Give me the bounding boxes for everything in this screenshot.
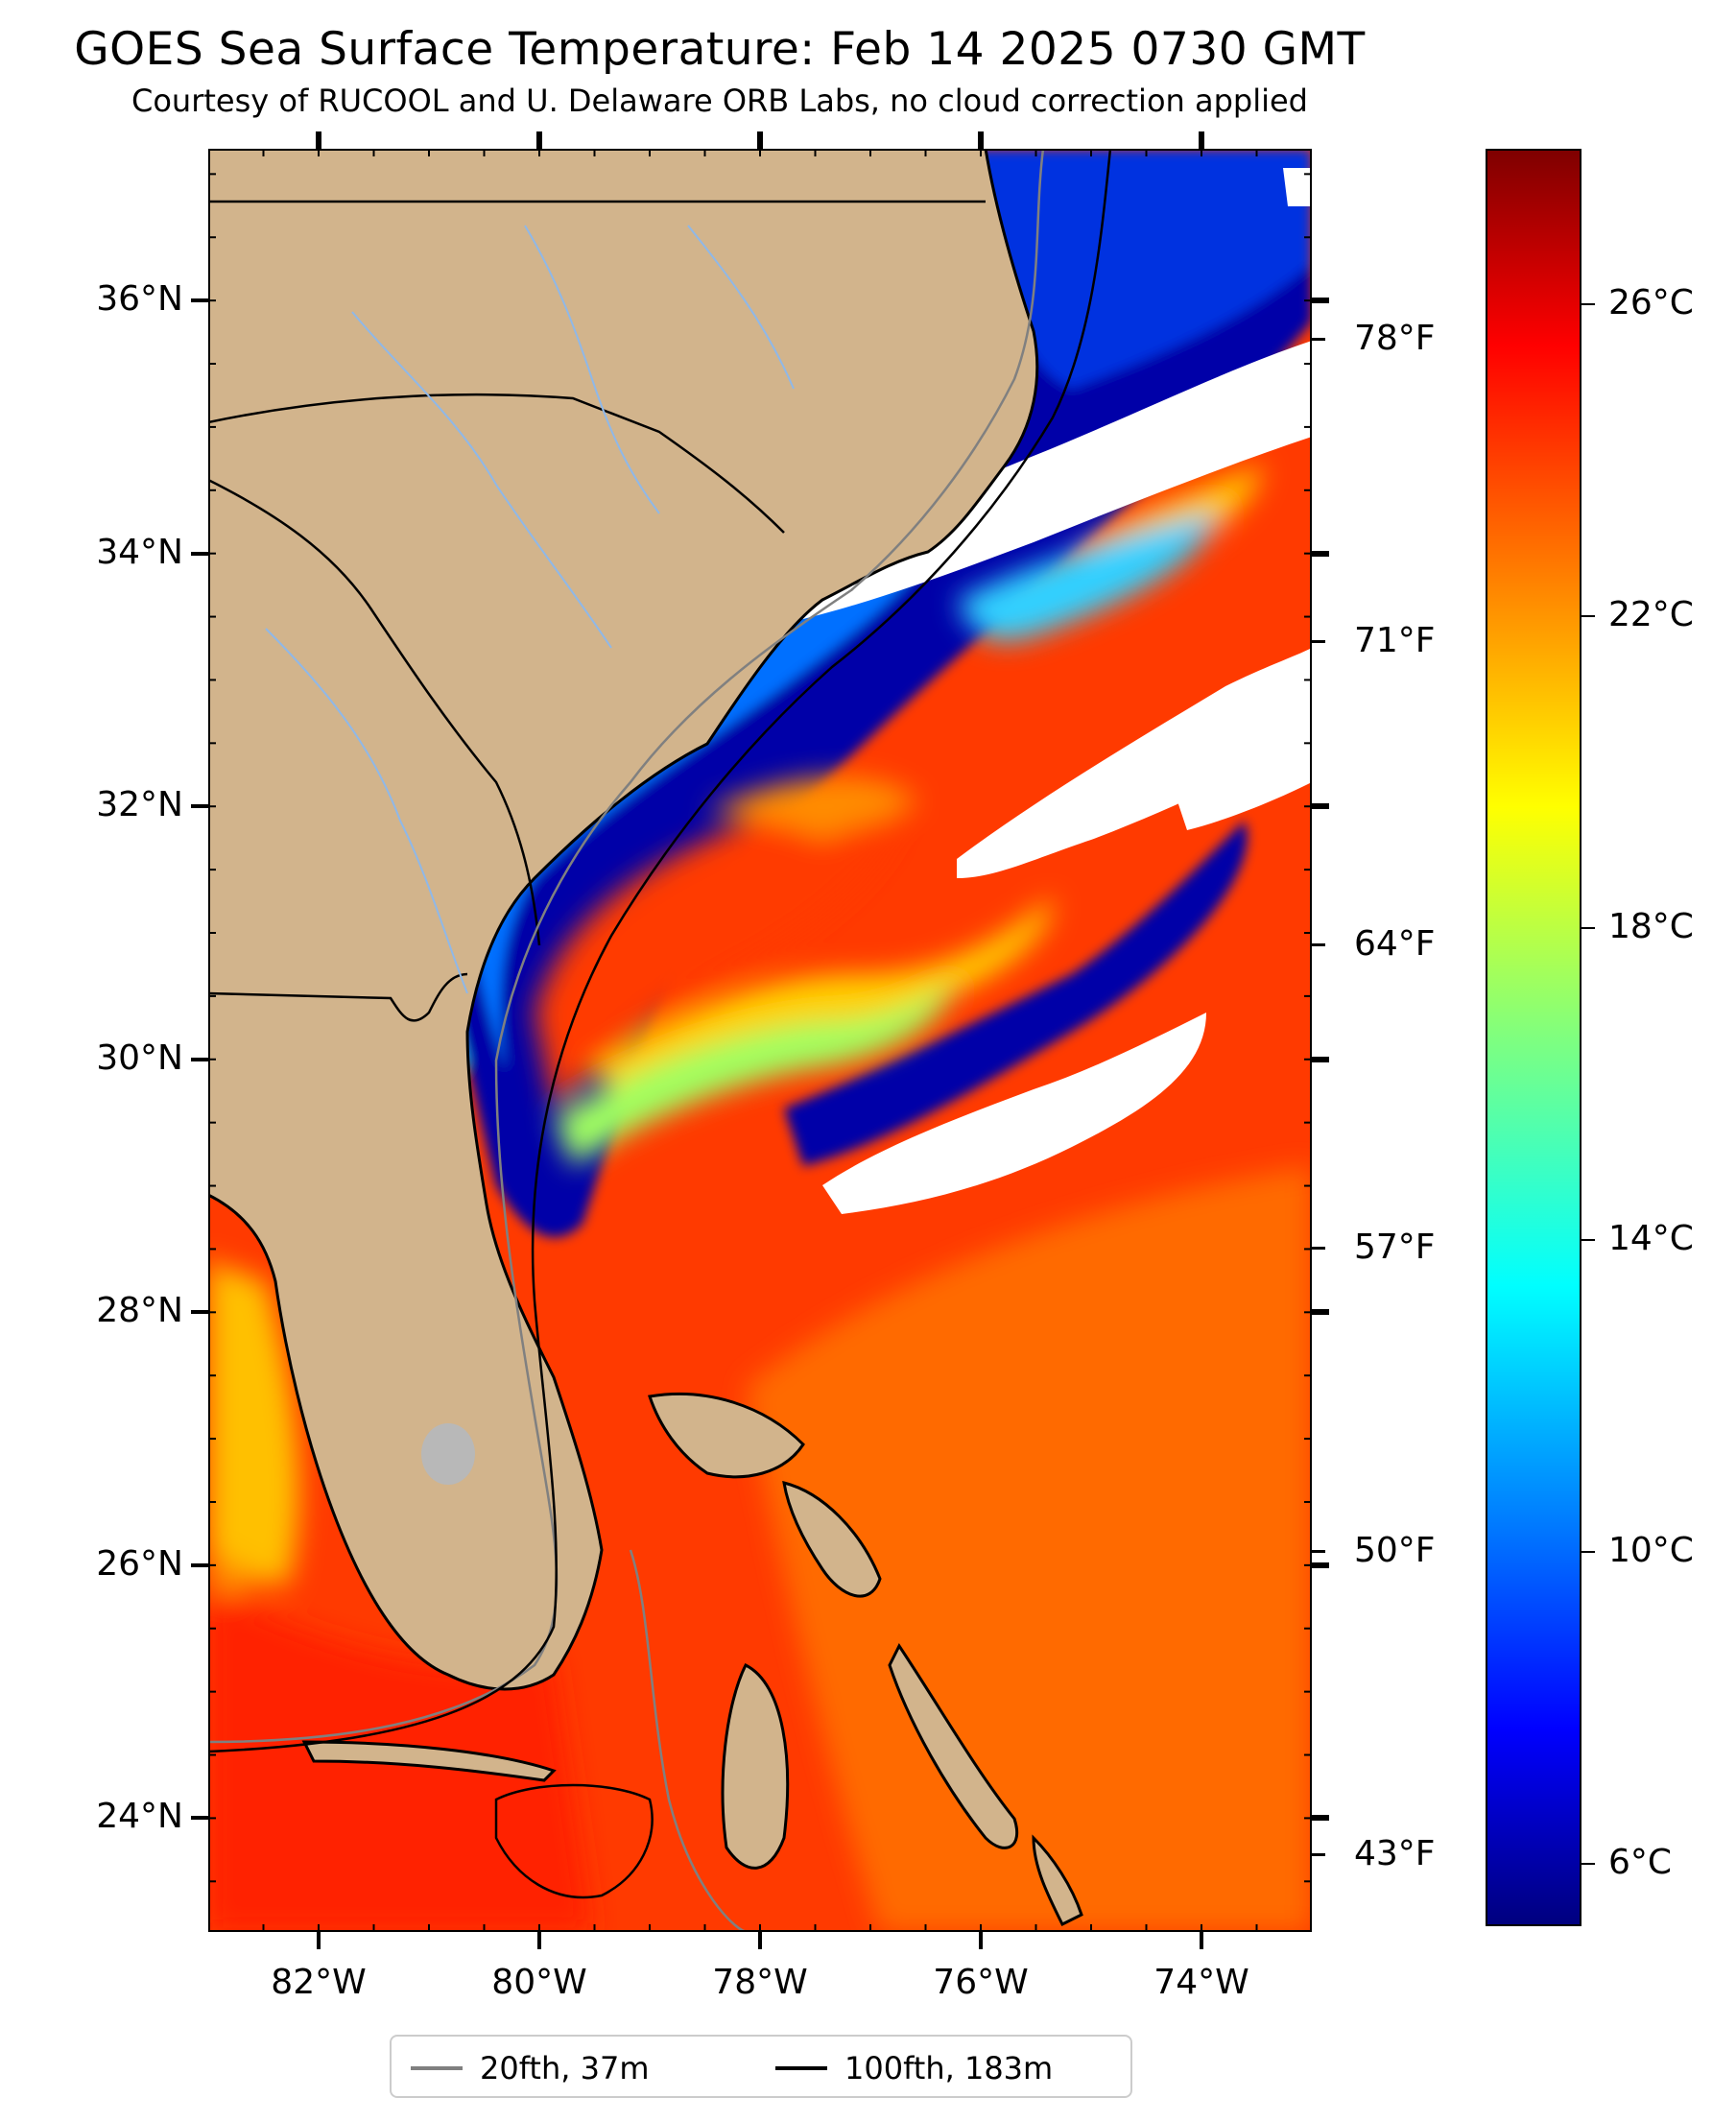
rivers <box>265 225 795 994</box>
fahrenheit-tick-label: 43°F <box>1354 1833 1436 1873</box>
state-borders <box>208 200 986 1022</box>
green-front-region <box>554 984 957 1166</box>
colorbar-tick-mark <box>1581 1551 1595 1554</box>
eleuthera-land <box>888 1643 1019 1849</box>
lat-tick-mark-right <box>1312 550 1329 557</box>
lat-tick-label: 28°N <box>96 1291 183 1331</box>
fahrenheit-tick-mark <box>1312 1247 1325 1251</box>
colorbar-tick-mark <box>1581 615 1595 618</box>
lat-tick-label: 30°N <box>96 1037 183 1078</box>
gulf-stream-orange-region <box>746 1166 1312 1932</box>
isobath-20fth <box>208 149 1045 1744</box>
fahrenheit-tick-mark <box>1312 1852 1325 1856</box>
exuma-land <box>1032 1834 1083 1927</box>
lon-tick-label: 78°W <box>712 1963 808 2002</box>
lon-tick-label: 76°W <box>933 1963 1029 2002</box>
legend-label-20fth: 20fth, 37m <box>480 2050 650 2086</box>
fahrenheit-tick-label: 78°F <box>1354 318 1436 358</box>
map-subtitle: Courtesy of RUCOOL and U. Delaware ORB L… <box>131 83 1308 119</box>
colorbar-tick-label: 10°C <box>1608 1531 1694 1571</box>
offshore-cold-band-region <box>784 821 1248 1166</box>
isobath-bahamas-20fth <box>629 1549 747 1932</box>
cloud-middle-region <box>957 648 1312 878</box>
lat-tick-mark <box>191 1310 208 1315</box>
lon-tick-mark <box>979 1932 983 1949</box>
colorbar-tick-label: 14°C <box>1608 1219 1694 1259</box>
warm-eddy-orange-edge <box>707 776 918 840</box>
north-carolina-blue-region <box>966 149 1312 389</box>
north-cyan-band-region <box>957 513 1216 641</box>
lon-tick-mark <box>317 1932 321 1949</box>
lat-tick-mark <box>191 1562 208 1567</box>
colorbar-tick-label: 18°C <box>1608 907 1694 947</box>
sst-map-canvas <box>207 149 1313 1932</box>
map-title: GOES Sea Surface Temperature: Feb 14 202… <box>74 23 1366 76</box>
legend-line-20fth <box>411 2066 463 2070</box>
isobath-legend: 20fth, 37m 100fth, 183m <box>390 2035 1132 2098</box>
fahrenheit-tick-label: 71°F <box>1354 621 1436 661</box>
lon-tick-mark <box>537 1932 541 1949</box>
cloud-upper-ne-region <box>1283 168 1312 206</box>
warm-eddy-region <box>535 799 899 1109</box>
colorbar-tick-label: 26°C <box>1608 283 1694 323</box>
colorbar-tick-mark <box>1581 927 1595 930</box>
andros-land <box>721 1662 790 1870</box>
lat-tick-label: 34°N <box>96 532 183 572</box>
lon-tick-mark <box>1200 1932 1203 1949</box>
temperature-colorbar <box>1486 149 1581 1926</box>
lon-tick-label: 82°W <box>271 1963 367 2002</box>
lat-tick-mark <box>191 1816 208 1821</box>
lat-tick-mark-right <box>1312 1309 1329 1316</box>
colorbar-tick-mark <box>1581 303 1595 306</box>
lat-tick-mark-right <box>1312 298 1329 304</box>
gulf-yellow-region <box>208 1262 299 1588</box>
lat-tick-mark <box>191 298 208 303</box>
us-mainland-land <box>208 149 1039 1691</box>
fahrenheit-tick-label: 57°F <box>1354 1228 1436 1268</box>
fahrenheit-tick-mark <box>1312 943 1325 947</box>
lon-tick-mark-top <box>978 131 984 149</box>
lon-tick-mark-top <box>536 131 542 149</box>
legend-line-100fth <box>775 2066 827 2070</box>
lat-tick-label: 32°N <box>96 785 183 825</box>
fahrenheit-tick-mark <box>1312 337 1325 341</box>
lat-tick-mark-right <box>1312 1562 1329 1568</box>
lat-tick-mark <box>191 551 208 556</box>
colorbar-tick-mark <box>1581 1863 1595 1866</box>
isobath-bahamas-100fth <box>494 1783 654 1899</box>
lon-tick-mark <box>758 1932 762 1949</box>
colorbar-tick-label: 22°C <box>1608 595 1694 635</box>
lat-tick-mark-right <box>1312 1056 1329 1062</box>
lat-tick-mark-right <box>1312 1815 1329 1822</box>
lat-tick-mark-right <box>1312 803 1329 810</box>
isobath-100fth <box>208 149 1112 1753</box>
colorbar-tick-label: 6°C <box>1608 1843 1673 1883</box>
cloud-east-band-region <box>1177 734 1312 830</box>
light-blue-shelf-region <box>458 523 938 1070</box>
map-ticks <box>207 149 1313 1932</box>
fahrenheit-tick-mark <box>1312 640 1325 644</box>
grand-bahama-land <box>648 1393 805 1479</box>
lat-tick-mark <box>191 804 208 809</box>
lon-tick-label: 74°W <box>1153 1963 1249 2002</box>
lat-tick-label: 24°N <box>96 1797 183 1837</box>
colorbar-tick-mark <box>1581 1239 1595 1242</box>
fahrenheit-tick-label: 50°F <box>1354 1531 1436 1571</box>
lon-tick-mark-top <box>1199 131 1204 149</box>
legend-label-100fth: 100fth, 183m <box>844 2050 1054 2086</box>
cloud-south-region <box>822 1013 1206 1214</box>
lon-tick-mark-top <box>757 131 763 149</box>
lat-tick-label: 26°N <box>96 1543 183 1584</box>
lat-tick-mark <box>191 1057 208 1061</box>
abaco-land <box>782 1480 882 1598</box>
lon-tick-label: 80°W <box>491 1963 587 2002</box>
lake-okeechobee <box>421 1423 475 1485</box>
lon-tick-mark-top <box>316 131 321 149</box>
sst-map[interactable] <box>207 149 1313 1932</box>
fahrenheit-tick-mark <box>1312 1550 1325 1554</box>
fahrenheit-tick-label: 64°F <box>1354 924 1436 965</box>
lat-tick-label: 36°N <box>96 279 183 320</box>
gulf-coast-keys-land <box>301 1740 557 1782</box>
